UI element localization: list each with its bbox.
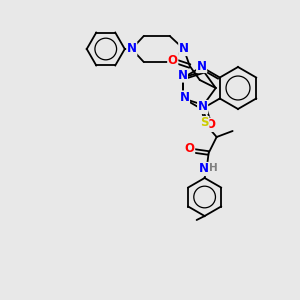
Text: N: N — [198, 100, 208, 113]
Text: N: N — [199, 163, 208, 176]
Text: O: O — [184, 142, 195, 155]
Text: N: N — [196, 59, 207, 73]
Text: N: N — [179, 91, 189, 104]
Text: O: O — [168, 53, 178, 67]
Text: H: H — [209, 163, 218, 173]
Text: O: O — [205, 118, 215, 131]
Text: N: N — [127, 43, 137, 56]
Text: N: N — [179, 43, 189, 56]
Text: S: S — [200, 116, 209, 130]
Text: N: N — [177, 69, 188, 82]
